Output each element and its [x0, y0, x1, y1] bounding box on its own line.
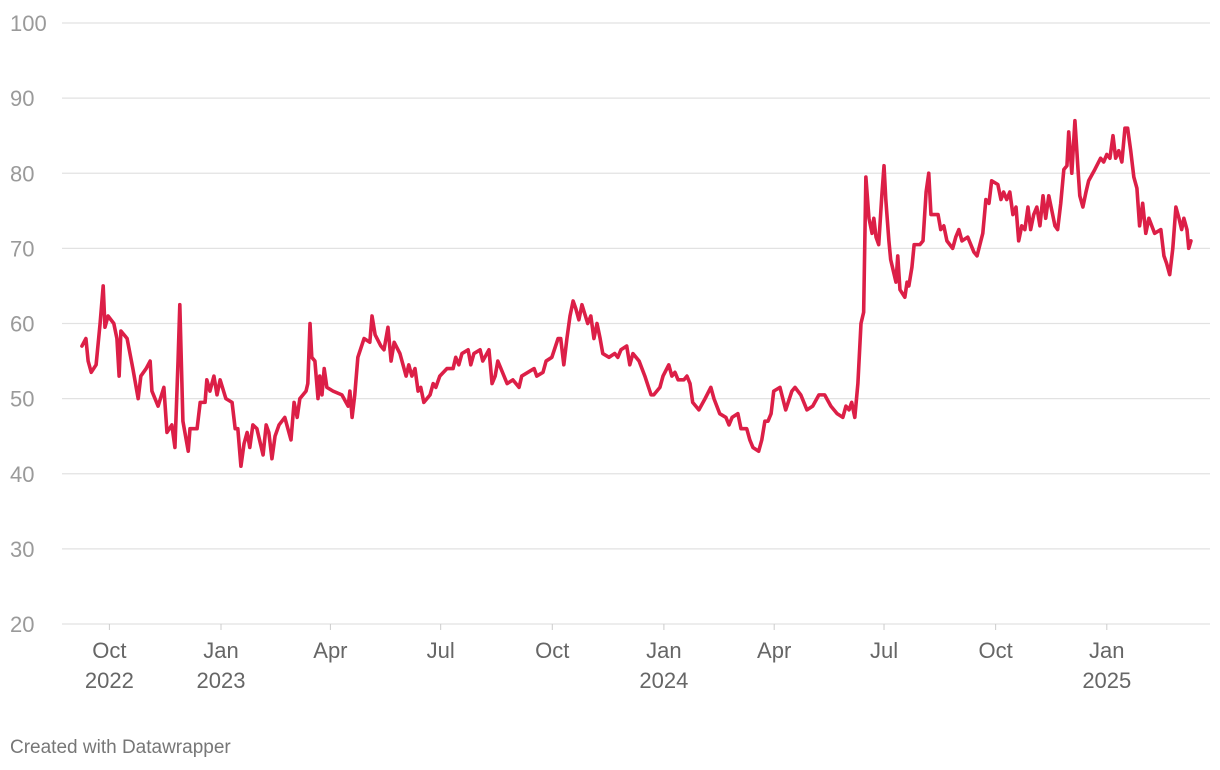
x-tick-label: Apr [757, 638, 791, 663]
y-tick-label: 100 [10, 11, 47, 36]
x-tick-label: Jul [870, 638, 898, 663]
x-tick-label: Apr [313, 638, 347, 663]
x-tick-year: 2024 [639, 668, 688, 693]
y-tick-label: 90 [10, 86, 34, 111]
y-tick-label: 60 [10, 312, 34, 337]
x-tick-year: 2022 [85, 668, 134, 693]
y-tick-label: 50 [10, 387, 34, 412]
credit: Created with Datawrapper [10, 737, 231, 758]
x-tick-label: Oct [535, 638, 569, 663]
x-tick-label: Oct [92, 638, 126, 663]
y-tick-label: 40 [10, 462, 34, 487]
x-tick-label: Jan [646, 638, 681, 663]
x-tick-year: 2023 [197, 668, 246, 693]
x-tick-label: Jan [203, 638, 238, 663]
y-tick-label: 70 [10, 236, 34, 261]
x-tick-label: Jul [427, 638, 455, 663]
y-tick-label: 20 [10, 612, 34, 637]
y-tick-label: 30 [10, 537, 34, 562]
x-tick-year: 2025 [1082, 668, 1131, 693]
x-tick-label: Jan [1089, 638, 1124, 663]
data-line [80, 118, 1193, 469]
y-tick-label: 80 [10, 161, 34, 186]
x-tick-label: Oct [979, 638, 1013, 663]
